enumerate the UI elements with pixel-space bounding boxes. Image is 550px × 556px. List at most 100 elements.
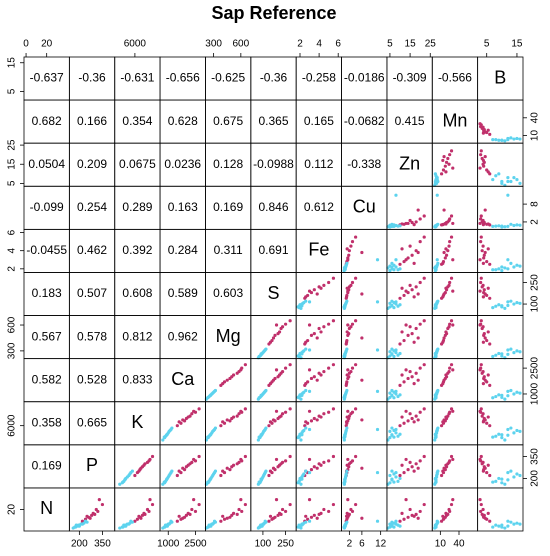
scatter-point	[345, 463, 349, 467]
variable-label: Mg	[216, 326, 241, 346]
y-tick-label: 15	[7, 158, 18, 170]
scatter-point	[446, 156, 450, 161]
scatter-point	[398, 267, 402, 271]
scatter-point	[481, 340, 485, 344]
scatter-point	[390, 347, 394, 351]
scatter-point	[299, 482, 303, 486]
panel	[431, 315, 479, 360]
scatter-point	[479, 217, 483, 221]
scatter-point	[312, 332, 316, 336]
scatter-point	[509, 520, 513, 524]
scatter-point	[509, 179, 513, 184]
scatter-point	[512, 351, 516, 355]
scatter-point	[271, 336, 276, 340]
scatter-point	[390, 304, 394, 308]
scatter-point	[482, 288, 486, 292]
scatter-point	[481, 412, 485, 416]
scatter-point	[390, 352, 394, 356]
scatter-point	[175, 473, 179, 478]
scatter-point	[344, 473, 348, 478]
scatter-point	[268, 514, 273, 518]
scatter-point	[307, 389, 312, 393]
scatter-point	[288, 502, 292, 507]
scatter-point	[485, 338, 489, 343]
scatter-point	[225, 418, 229, 422]
scatter-point	[346, 368, 350, 372]
scatter-point	[500, 436, 504, 440]
scatter-point	[435, 519, 439, 523]
correlation-value: 0.165	[304, 114, 334, 128]
scatter-point	[274, 457, 279, 462]
scatter-point	[94, 507, 98, 512]
scatter-point	[404, 409, 408, 413]
scatter-point	[257, 396, 261, 400]
scatter-point	[300, 393, 304, 397]
variable-label: K	[131, 412, 143, 432]
scatter-point	[297, 525, 301, 529]
scatter-point	[307, 409, 312, 413]
scatter-point	[225, 516, 229, 520]
scatter-point	[307, 427, 312, 432]
scatter-point	[390, 426, 394, 430]
scatter-point	[345, 373, 349, 377]
scatter-point	[479, 280, 483, 285]
correlation-value: -0.631	[120, 71, 154, 85]
scatter-point	[315, 378, 319, 382]
scatter-point	[414, 414, 418, 418]
scatter-point	[478, 289, 482, 293]
scatter-point	[481, 218, 485, 223]
scatter-point	[243, 407, 247, 411]
scatter-point	[444, 463, 448, 467]
scatter-point	[491, 480, 495, 484]
scatter-point	[76, 523, 81, 527]
scatter-point	[162, 480, 166, 484]
scatter-point	[491, 354, 495, 359]
scatter-point	[212, 389, 217, 393]
scatter-point	[360, 516, 364, 520]
scatter-point	[422, 235, 426, 239]
scatter-point	[512, 475, 516, 479]
scatter-point	[280, 412, 285, 416]
scatter-point	[312, 465, 316, 469]
scatter-point	[327, 410, 331, 414]
scatter-point	[190, 412, 194, 416]
scatter-point	[392, 396, 396, 400]
scatter-point	[512, 392, 516, 396]
scatter-point	[345, 511, 349, 515]
scatter-point	[343, 352, 347, 356]
scatter-point	[451, 323, 455, 327]
scatter-point	[444, 160, 449, 164]
y-tick-label: 5	[7, 180, 18, 186]
scatter-point	[442, 154, 446, 159]
scatter-point	[343, 523, 347, 527]
scatter-point	[451, 368, 455, 372]
correlation-value: 0.962	[168, 329, 198, 343]
scatter-point	[349, 325, 353, 329]
scatter-point	[448, 153, 452, 157]
scatter-point	[412, 340, 416, 344]
scatter-point	[300, 523, 304, 527]
scatter-point	[416, 250, 420, 255]
scatter-point	[315, 516, 319, 520]
scatter-point	[486, 286, 490, 290]
scatter-point	[192, 498, 196, 502]
x-tick-label: 300	[205, 39, 222, 50]
scatter-point	[319, 373, 323, 377]
scatter-point	[488, 262, 492, 266]
scatter-point	[500, 433, 504, 437]
scatter-point	[433, 304, 437, 308]
scatter-point	[481, 369, 485, 374]
scatter-point	[235, 414, 239, 418]
scatter-point	[402, 338, 406, 343]
y-tick-label: 6	[7, 229, 18, 235]
scatter-point	[398, 224, 402, 228]
scatter-point	[243, 454, 247, 459]
scatter-point	[435, 348, 439, 352]
scatter-point	[342, 438, 346, 442]
correlation-value: -0.0988	[253, 157, 294, 171]
scatter-point	[299, 438, 303, 442]
scatter-point	[479, 214, 483, 218]
scatter-point	[491, 396, 495, 400]
scatter-point	[306, 517, 310, 521]
scatter-point	[388, 301, 392, 305]
